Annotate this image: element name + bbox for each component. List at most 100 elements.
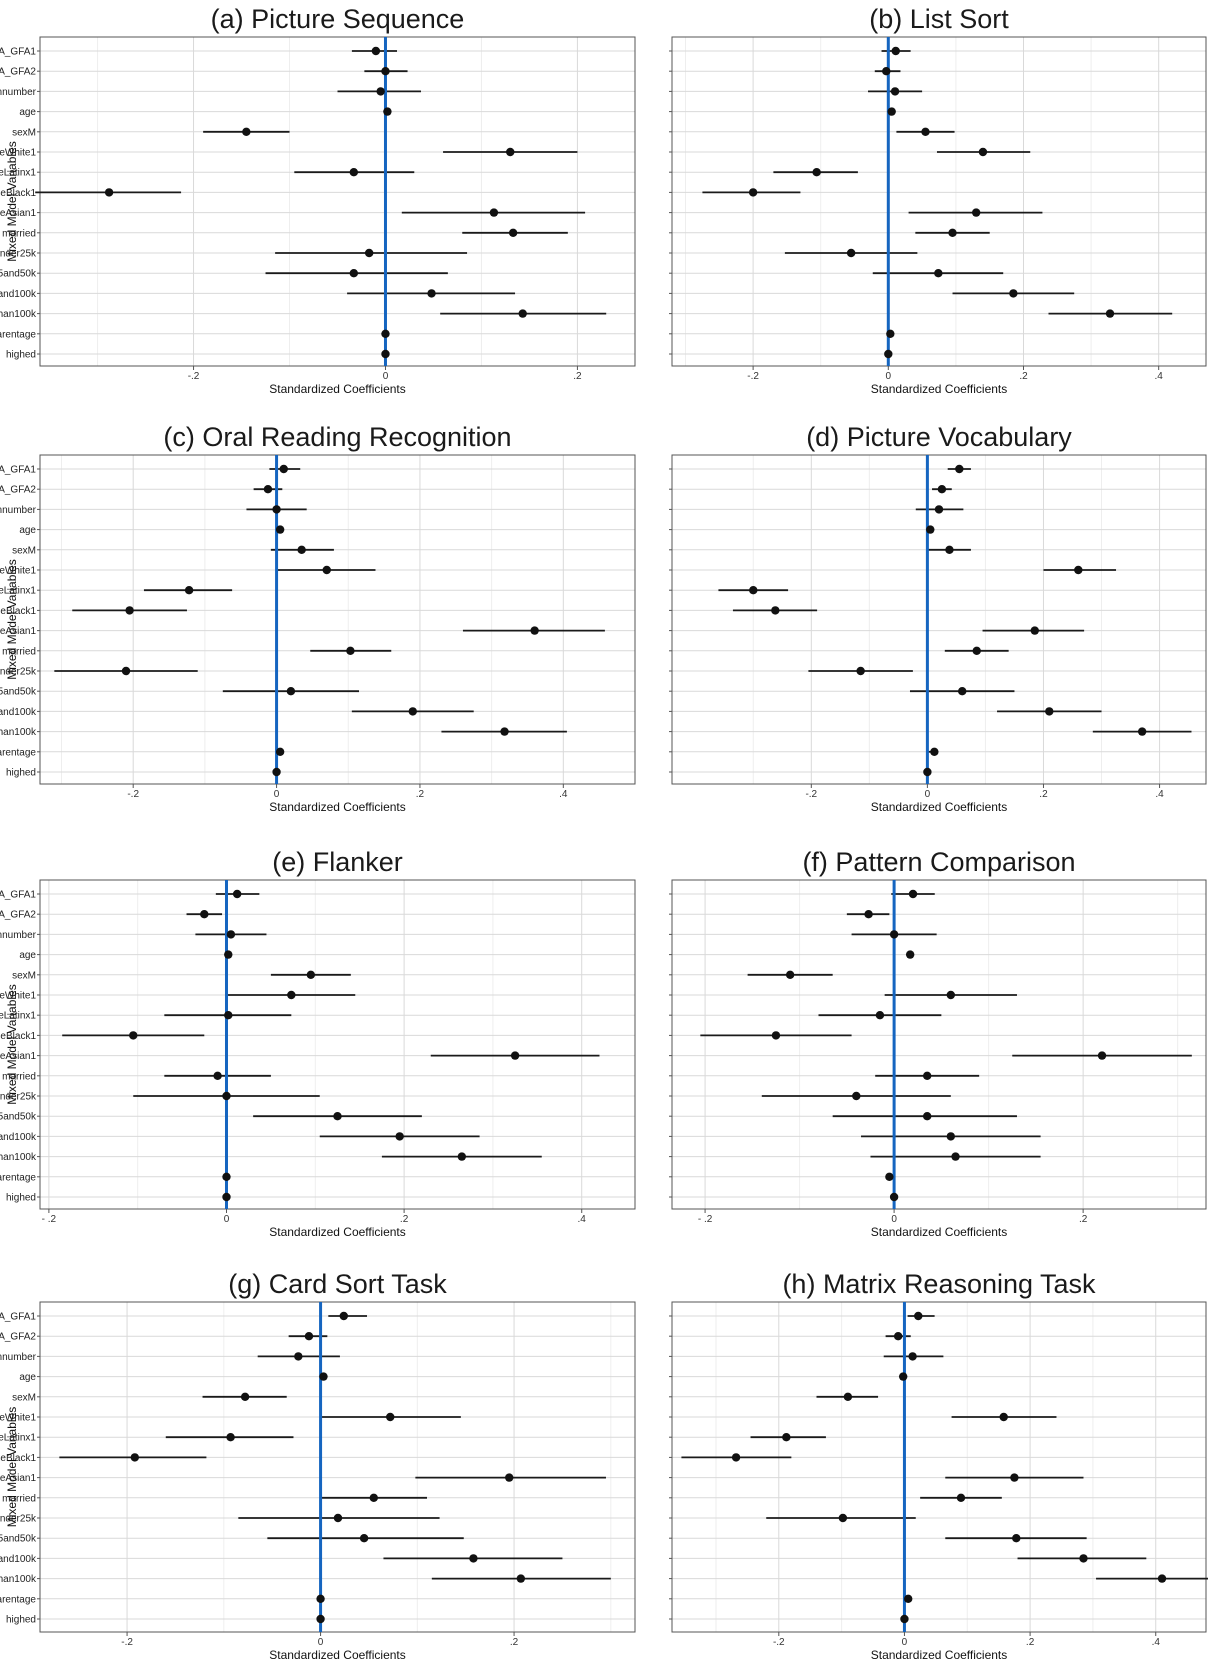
estimate-point-RaceAsian1	[971, 208, 981, 217]
estimate-point-morethan100k	[951, 1152, 960, 1161]
x-tick-label: .4	[1155, 789, 1164, 800]
estimate-point-parentage	[904, 1594, 913, 1604]
plot-area	[40, 455, 635, 784]
estimate-point-married	[948, 228, 957, 237]
estimate-point-age	[383, 107, 392, 116]
estimate-point-sexM	[785, 970, 795, 979]
variable-label: morethan100k	[0, 727, 37, 738]
estimate-point-highed	[923, 767, 932, 777]
estimate-point-SMA_GFA1	[955, 464, 964, 474]
estimate-point-bw25and50k	[349, 269, 359, 278]
variable-label: sexM	[12, 1392, 36, 1403]
variable-label: bw50and100k	[0, 1554, 37, 1565]
plot-border	[39, 454, 636, 785]
estimate-point-morethan100k	[500, 727, 509, 736]
x-tick-label: 0	[318, 1637, 324, 1648]
estimate-point-RaceBlack1	[731, 1453, 741, 1462]
x-tick-label: -.2	[127, 789, 139, 800]
estimate-point-SMA_GFA2	[304, 1332, 314, 1341]
estimate-point-married	[369, 1493, 378, 1503]
x-tick-label: -.2	[805, 789, 817, 800]
x-tick-label: .4	[1152, 1637, 1161, 1648]
plot-area	[40, 37, 635, 366]
variable-label: Under25k	[0, 249, 37, 260]
variable-label: parentage	[0, 747, 36, 758]
panel-6: (f) Pattern Comparison - .2 0 .2 Standardize…	[669, 847, 1207, 1239]
estimate-point-RaceLatinx1	[875, 1011, 885, 1020]
estimate-point-RaceBlack1	[129, 1031, 138, 1040]
estimate-point-parentage	[381, 329, 390, 338]
estimate-point-randomnumber	[890, 87, 900, 96]
variable-label: bw25and50k	[0, 1112, 37, 1123]
estimate-point-RaceAsian1	[489, 208, 499, 217]
x-tick-label: 0	[891, 1214, 897, 1225]
estimate-point-bw50and100k	[427, 289, 436, 298]
panel-3: (c) Oral Reading Recognition SMA_GFA1 SMA_…	[0, 422, 636, 814]
estimate-point-randomnumber	[226, 930, 236, 939]
estimate-point-bw25and50k	[333, 1112, 342, 1121]
estimate-point-randomnumber	[934, 505, 944, 514]
estimate-point-married	[956, 1493, 966, 1503]
x-tick-label: .2	[416, 789, 425, 800]
plot-area	[40, 1302, 635, 1632]
estimate-point-sexM	[297, 545, 306, 554]
variable-label: RaceWhite1	[0, 566, 36, 577]
variable-label: SMA_GFA1	[0, 47, 36, 58]
estimate-point-SMA_GFA1	[279, 464, 288, 474]
estimate-point-parentage	[885, 1172, 894, 1182]
estimate-point-age	[905, 950, 915, 959]
variable-label: parentage	[0, 329, 36, 340]
variable-label: SMA_GFA2	[0, 1332, 36, 1343]
variable-label: highed	[6, 1615, 36, 1626]
estimate-point-highed	[381, 349, 390, 359]
variable-label: bw50and100k	[0, 1132, 37, 1143]
estimate-point-RaceBlack1	[125, 606, 134, 615]
variable-label: RaceWhite1	[0, 1413, 36, 1424]
estimate-point-sexM	[240, 1392, 250, 1402]
estimate-point-RaceLatinx1	[749, 586, 758, 595]
plot-area	[672, 1302, 1206, 1632]
variable-label: age	[19, 1372, 36, 1383]
estimate-point-parentage	[316, 1594, 325, 1604]
variable-label: sexM	[12, 545, 36, 556]
variable-label: SMA_GFA2	[0, 910, 36, 921]
estimate-point-morethan100k	[1157, 1574, 1167, 1583]
estimate-point-highed	[316, 1614, 325, 1624]
variable-label: SMA_GFA1	[0, 465, 36, 476]
x-tick-label: -.2	[188, 371, 200, 382]
x-tick-label: 0	[224, 1214, 230, 1225]
estimate-point-RaceWhite1	[506, 147, 515, 157]
variable-label: parentage	[0, 1172, 36, 1183]
estimate-point-bw25and50k	[922, 1112, 932, 1121]
variable-label: morethan100k	[0, 1574, 37, 1585]
estimate-point-RaceLatinx1	[226, 1433, 235, 1442]
x-axis-title: Standardized Coefficients	[269, 1648, 406, 1662]
estimate-point-married	[922, 1071, 932, 1081]
variable-label: RaceBlack1	[0, 606, 36, 617]
estimate-point-bw25and50k	[359, 1534, 369, 1543]
x-axis-title: Standardized Coefficients	[269, 800, 406, 814]
estimate-point-highed	[222, 1192, 231, 1202]
x-tick-label: 0	[274, 789, 280, 800]
variable-label: bw25and50k	[0, 269, 37, 280]
estimate-point-bw50and100k	[1009, 289, 1018, 298]
estimate-point-morethan100k	[516, 1574, 526, 1583]
x-axis-title: Standardized Coefficients	[871, 382, 1008, 396]
panel-title: (g) Card Sort Task	[228, 1269, 447, 1299]
estimate-point-age	[224, 950, 233, 959]
variable-label: Under25k	[0, 667, 37, 678]
x-tick-label: 0	[902, 1637, 908, 1648]
x-axis-title: Standardized Coefficients	[871, 800, 1008, 814]
variable-label: age	[19, 950, 36, 961]
estimate-point-age	[887, 107, 896, 116]
variable-label: RaceBlack1	[0, 188, 36, 199]
estimate-point-RaceLatinx1	[782, 1433, 791, 1442]
variable-label: parentage	[0, 1594, 36, 1605]
variable-label: bw25and50k	[0, 687, 37, 698]
variable-label: morethan100k	[0, 1152, 37, 1163]
variable-label: RaceLatinx1	[0, 168, 36, 179]
estimate-point-age	[898, 1372, 908, 1381]
estimate-point-highed	[889, 1192, 899, 1202]
estimate-point-RaceBlack1	[771, 1031, 781, 1040]
estimate-point-sexM	[921, 127, 930, 136]
